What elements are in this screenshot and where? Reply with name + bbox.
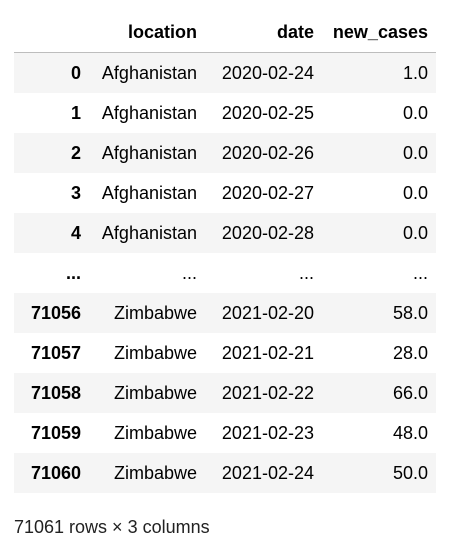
date-cell: 2020-02-27: [221, 183, 314, 203]
new-cases-cell: 0.0: [402, 143, 428, 163]
location-cell: Zimbabwe: [113, 303, 197, 323]
date-cell: 2021-02-21: [221, 343, 314, 363]
dataframe-shape-summary: 71061 rows × 3 columns: [14, 517, 210, 537]
date-cell: 2021-02-22: [221, 383, 314, 403]
new-cases-cell: 0.0: [402, 183, 428, 203]
table-row: 2 Afghanistan 2020-02-26 0.0: [14, 133, 436, 173]
column-header-new-cases: new_cases: [322, 12, 436, 53]
header-row: location date new_cases: [14, 12, 436, 53]
table-row: 3 Afghanistan 2020-02-27 0.0: [14, 173, 436, 213]
row-index: 71060: [30, 463, 81, 483]
location-cell: Zimbabwe: [113, 463, 197, 483]
table-row: 4 Afghanistan 2020-02-28 0.0: [14, 213, 436, 253]
date-cell: 2021-02-23: [221, 423, 314, 443]
dataframe-table: location date new_cases 0 Afghanistan 20…: [14, 12, 436, 493]
row-index: 2: [70, 143, 81, 163]
new-cases-cell: 0.0: [402, 103, 428, 123]
row-index: 1: [70, 103, 81, 123]
dataframe-output: location date new_cases 0 Afghanistan 20…: [14, 12, 436, 493]
new-cases-cell: 28.0: [392, 343, 428, 363]
row-index: 3: [70, 183, 81, 203]
new-cases-cell: 58.0: [392, 303, 428, 323]
table-row: 71059 Zimbabwe 2021-02-23 48.0: [14, 413, 436, 453]
location-cell: Zimbabwe: [113, 343, 197, 363]
row-index: ...: [65, 263, 81, 283]
location-cell: Afghanistan: [101, 103, 197, 123]
column-header-location: location: [89, 12, 205, 53]
row-index: 0: [70, 63, 81, 83]
location-cell: ...: [181, 263, 197, 283]
date-cell: 2020-02-28: [221, 223, 314, 243]
date-cell: 2021-02-20: [221, 303, 314, 323]
date-cell: 2020-02-26: [221, 143, 314, 163]
new-cases-cell: 1.0: [402, 63, 428, 83]
table-row: 71058 Zimbabwe 2021-02-22 66.0: [14, 373, 436, 413]
new-cases-cell: ...: [412, 263, 428, 283]
location-cell: Zimbabwe: [113, 423, 197, 443]
column-header-date: date: [205, 12, 322, 53]
row-index: 71058: [30, 383, 81, 403]
row-index: 71057: [30, 343, 81, 363]
row-index: 71059: [30, 423, 81, 443]
row-index: 4: [70, 223, 81, 243]
new-cases-cell: 48.0: [392, 423, 428, 443]
new-cases-cell: 66.0: [392, 383, 428, 403]
location-cell: Afghanistan: [101, 63, 197, 83]
ellipsis-row: ... ... ... ...: [14, 253, 436, 293]
location-cell: Afghanistan: [101, 183, 197, 203]
new-cases-cell: 50.0: [392, 463, 428, 483]
location-cell: Afghanistan: [101, 143, 197, 163]
location-cell: Afghanistan: [101, 223, 197, 243]
date-cell: 2021-02-24: [221, 463, 314, 483]
table-row: 71057 Zimbabwe 2021-02-21 28.0: [14, 333, 436, 373]
table-row: 71056 Zimbabwe 2021-02-20 58.0: [14, 293, 436, 333]
date-cell: 2020-02-24: [221, 63, 314, 83]
table-row: 0 Afghanistan 2020-02-24 1.0: [14, 52, 436, 93]
table-row: 1 Afghanistan 2020-02-25 0.0: [14, 93, 436, 133]
new-cases-cell: 0.0: [402, 223, 428, 243]
row-index: 71056: [30, 303, 81, 323]
table-row: 71060 Zimbabwe 2021-02-24 50.0: [14, 453, 436, 493]
index-header: [14, 12, 89, 53]
date-cell: 2020-02-25: [221, 103, 314, 123]
date-cell: ...: [298, 263, 314, 283]
location-cell: Zimbabwe: [113, 383, 197, 403]
